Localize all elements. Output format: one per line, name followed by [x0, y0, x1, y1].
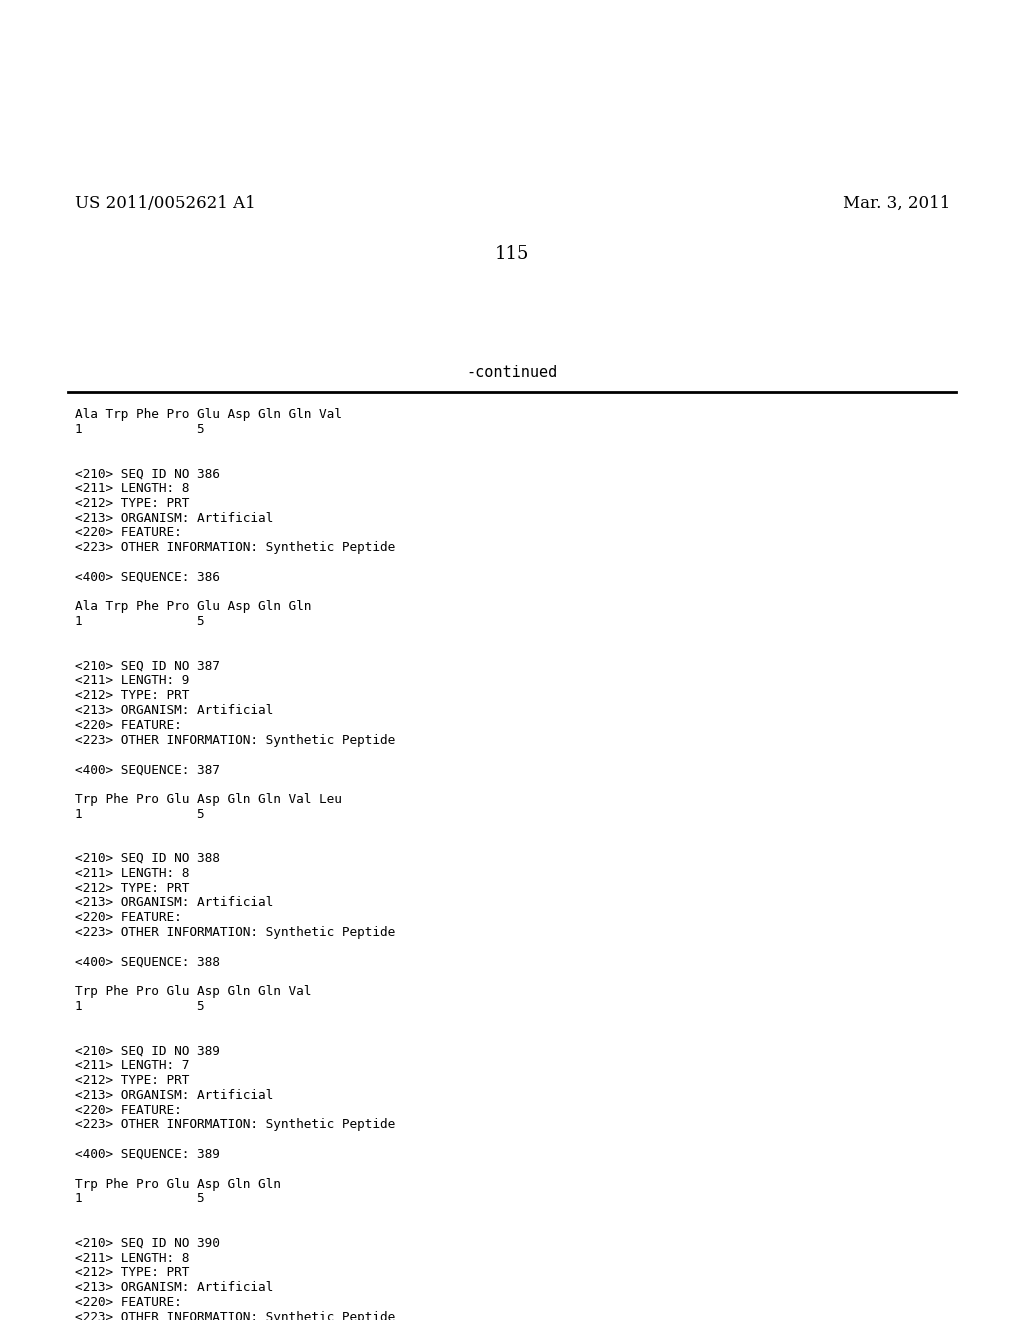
- Text: <223> OTHER INFORMATION: Synthetic Peptide: <223> OTHER INFORMATION: Synthetic Pepti…: [75, 1311, 395, 1320]
- Text: <400> SEQUENCE: 388: <400> SEQUENCE: 388: [75, 956, 220, 969]
- Text: <213> ORGANISM: Artificial: <213> ORGANISM: Artificial: [75, 704, 273, 717]
- Text: <213> ORGANISM: Artificial: <213> ORGANISM: Artificial: [75, 512, 273, 524]
- Text: <210> SEQ ID NO 389: <210> SEQ ID NO 389: [75, 1044, 220, 1057]
- Text: 115: 115: [495, 246, 529, 263]
- Text: <213> ORGANISM: Artificial: <213> ORGANISM: Artificial: [75, 1089, 273, 1102]
- Text: <223> OTHER INFORMATION: Synthetic Peptide: <223> OTHER INFORMATION: Synthetic Pepti…: [75, 734, 395, 747]
- Text: <220> FEATURE:: <220> FEATURE:: [75, 1296, 181, 1309]
- Text: <213> ORGANISM: Artificial: <213> ORGANISM: Artificial: [75, 1282, 273, 1294]
- Text: <223> OTHER INFORMATION: Synthetic Peptide: <223> OTHER INFORMATION: Synthetic Pepti…: [75, 927, 395, 939]
- Text: <400> SEQUENCE: 387: <400> SEQUENCE: 387: [75, 763, 220, 776]
- Text: 1               5: 1 5: [75, 808, 205, 821]
- Text: -continued: -continued: [466, 366, 558, 380]
- Text: US 2011/0052621 A1: US 2011/0052621 A1: [75, 195, 256, 213]
- Text: <210> SEQ ID NO 390: <210> SEQ ID NO 390: [75, 1237, 220, 1250]
- Text: Trp Phe Pro Glu Asp Gln Gln Val Leu: Trp Phe Pro Glu Asp Gln Gln Val Leu: [75, 793, 342, 805]
- Text: <220> FEATURE:: <220> FEATURE:: [75, 1104, 181, 1117]
- Text: Mar. 3, 2011: Mar. 3, 2011: [843, 195, 950, 213]
- Text: <210> SEQ ID NO 388: <210> SEQ ID NO 388: [75, 851, 220, 865]
- Text: <213> ORGANISM: Artificial: <213> ORGANISM: Artificial: [75, 896, 273, 909]
- Text: <220> FEATURE:: <220> FEATURE:: [75, 911, 181, 924]
- Text: <223> OTHER INFORMATION: Synthetic Peptide: <223> OTHER INFORMATION: Synthetic Pepti…: [75, 1118, 395, 1131]
- Text: <211> LENGTH: 8: <211> LENGTH: 8: [75, 867, 189, 880]
- Text: Trp Phe Pro Glu Asp Gln Gln Val: Trp Phe Pro Glu Asp Gln Gln Val: [75, 985, 311, 998]
- Text: Ala Trp Phe Pro Glu Asp Gln Gln: Ala Trp Phe Pro Glu Asp Gln Gln: [75, 601, 311, 614]
- Text: <212> TYPE: PRT: <212> TYPE: PRT: [75, 882, 189, 895]
- Text: <223> OTHER INFORMATION: Synthetic Peptide: <223> OTHER INFORMATION: Synthetic Pepti…: [75, 541, 395, 554]
- Text: 1               5: 1 5: [75, 615, 205, 628]
- Text: <210> SEQ ID NO 387: <210> SEQ ID NO 387: [75, 660, 220, 673]
- Text: <210> SEQ ID NO 386: <210> SEQ ID NO 386: [75, 467, 220, 480]
- Text: <400> SEQUENCE: 389: <400> SEQUENCE: 389: [75, 1148, 220, 1162]
- Text: <220> FEATURE:: <220> FEATURE:: [75, 719, 181, 731]
- Text: <211> LENGTH: 8: <211> LENGTH: 8: [75, 482, 189, 495]
- Text: <211> LENGTH: 8: <211> LENGTH: 8: [75, 1251, 189, 1265]
- Text: <400> SEQUENCE: 386: <400> SEQUENCE: 386: [75, 570, 220, 583]
- Text: <212> TYPE: PRT: <212> TYPE: PRT: [75, 496, 189, 510]
- Text: <212> TYPE: PRT: <212> TYPE: PRT: [75, 1074, 189, 1086]
- Text: <211> LENGTH: 9: <211> LENGTH: 9: [75, 675, 189, 688]
- Text: <212> TYPE: PRT: <212> TYPE: PRT: [75, 689, 189, 702]
- Text: <220> FEATURE:: <220> FEATURE:: [75, 527, 181, 540]
- Text: <211> LENGTH: 7: <211> LENGTH: 7: [75, 1059, 189, 1072]
- Text: 1               5: 1 5: [75, 1001, 205, 1012]
- Text: <212> TYPE: PRT: <212> TYPE: PRT: [75, 1266, 189, 1279]
- Text: Ala Trp Phe Pro Glu Asp Gln Gln Val: Ala Trp Phe Pro Glu Asp Gln Gln Val: [75, 408, 342, 421]
- Text: 1               5: 1 5: [75, 1192, 205, 1205]
- Text: 1               5: 1 5: [75, 422, 205, 436]
- Text: Trp Phe Pro Glu Asp Gln Gln: Trp Phe Pro Glu Asp Gln Gln: [75, 1177, 281, 1191]
